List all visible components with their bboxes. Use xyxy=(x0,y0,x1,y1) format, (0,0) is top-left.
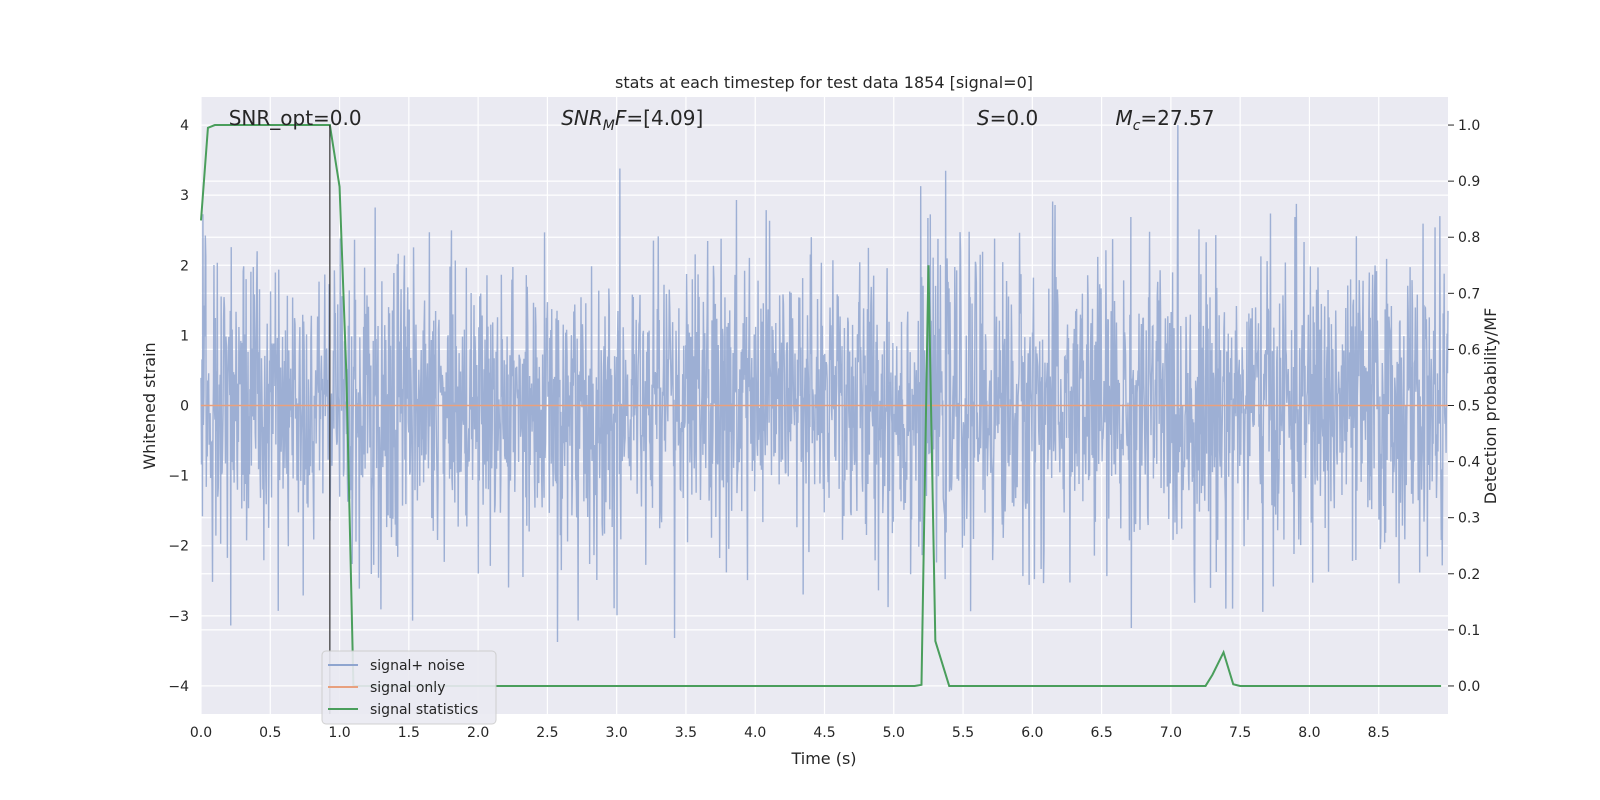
x-tick-label: 6.0 xyxy=(1021,725,1043,741)
y-tick-label: 3 xyxy=(180,188,189,204)
y-tick-label: 1 xyxy=(180,328,189,344)
y-axis-ticks-right: 0.0 0.1 0.2 0.3 0.4 0.5 0.6 0.7 0.8 0.9 1.0 xyxy=(1448,118,1480,695)
x-tick-label: 0.0 xyxy=(190,725,212,741)
y2-tick-label: 0.0 xyxy=(1458,679,1480,695)
annotation: Mc=27.57 xyxy=(1115,106,1214,134)
signal-statistics-line xyxy=(200,124,1442,687)
y2-tick-label: 0.5 xyxy=(1458,399,1480,415)
y-tick-label: 0 xyxy=(180,399,189,415)
x-tick-label: 0.5 xyxy=(259,725,281,741)
x-tick-label: 7.0 xyxy=(1160,725,1182,741)
y2-tick-label: 1.0 xyxy=(1458,118,1480,134)
y2-tick-label: 0.7 xyxy=(1458,286,1480,302)
x-tick-label: 2.0 xyxy=(467,725,489,741)
x-tick-label: 8.5 xyxy=(1368,725,1390,741)
x-axis-label: Time (s) xyxy=(790,749,856,768)
y-axis-ticks-left: −4 −3 −2 −1 0 1 2 3 4 xyxy=(168,118,189,695)
annotation: SNRMF=[4.09] xyxy=(561,106,703,134)
legend: signal+ noise signal only signal statistic… xyxy=(321,650,497,725)
legend-label: signal+ noise xyxy=(370,658,465,674)
y2-tick-label: 0.1 xyxy=(1458,623,1480,639)
y-axis-label-left: Whitened strain xyxy=(140,342,159,469)
x-tick-label: 8.0 xyxy=(1298,725,1320,741)
y-axis-label-right: Detection probability/MF xyxy=(1481,308,1500,505)
y2-tick-label: 0.4 xyxy=(1458,455,1480,471)
y-tick-label: −1 xyxy=(168,469,189,485)
x-tick-label: 6.5 xyxy=(1090,725,1112,741)
x-tick-label: 3.5 xyxy=(675,725,697,741)
x-tick-label: 5.5 xyxy=(952,725,974,741)
x-tick-label: 4.0 xyxy=(744,725,766,741)
x-tick-label: 4.5 xyxy=(813,725,835,741)
chart-title: stats at each timestep for test data 185… xyxy=(615,73,1033,92)
x-tick-label: 2.5 xyxy=(536,725,558,741)
y2-tick-label: 0.3 xyxy=(1458,511,1480,527)
y-tick-label: −2 xyxy=(168,539,189,555)
x-tick-label: 3.0 xyxy=(606,725,628,741)
series-signal-statistics xyxy=(200,124,1442,687)
y-tick-label: −4 xyxy=(168,679,189,695)
x-tick-label: 1.0 xyxy=(328,725,350,741)
noise-line xyxy=(200,125,1449,642)
y-tick-label: 2 xyxy=(180,258,189,274)
legend-box xyxy=(321,650,497,725)
y-tick-label: 4 xyxy=(180,118,189,134)
annotation: SNR_opt=0.0 xyxy=(229,106,362,130)
y2-tick-label: 0.8 xyxy=(1458,230,1480,246)
x-tick-label: 1.5 xyxy=(398,725,420,741)
y-tick-label: −3 xyxy=(168,609,189,625)
y2-tick-label: 0.2 xyxy=(1458,567,1480,583)
x-tick-label: 5.0 xyxy=(883,725,905,741)
y2-tick-label: 0.6 xyxy=(1458,342,1480,358)
legend-label: signal only xyxy=(370,680,445,696)
legend-label: signal statistics xyxy=(370,702,478,718)
x-tick-label: 7.5 xyxy=(1229,725,1251,741)
x-axis-ticks: 0.0 0.5 1.0 1.5 2.0 2.5 3.0 3.5 4.0 4.5 5.0 5.5 6.0 6… xyxy=(190,725,1390,741)
annotations: SNR_opt=0.0 SNRMF=[4.09] S=0.0 Mc=27.57 xyxy=(229,106,1215,134)
annotation: S=0.0 xyxy=(977,106,1038,130)
series-signal-noise xyxy=(200,125,1449,642)
y2-tick-label: 0.9 xyxy=(1458,174,1480,190)
